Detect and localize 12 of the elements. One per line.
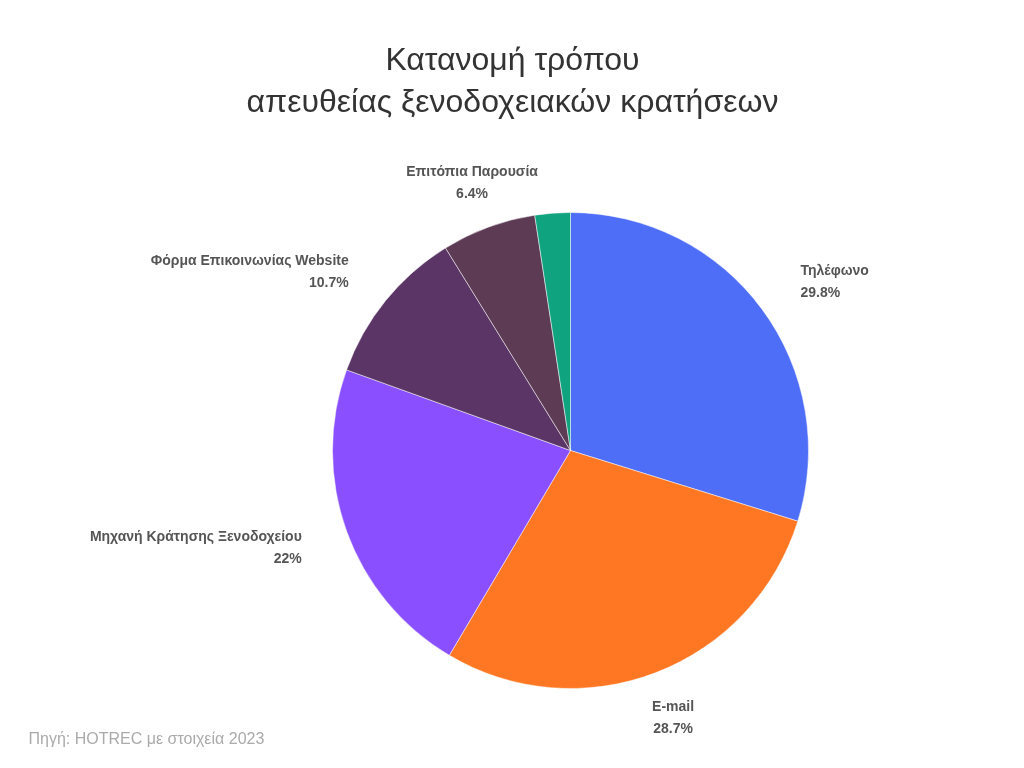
slice-label: Μηχανή Κράτησης Ξενοδοχείου bbox=[89, 528, 302, 545]
slice-label: Τηλέφωνο bbox=[800, 262, 869, 279]
chart-title: Κατανομή τρόπου απευθείας ξενοδοχειακών κρατήσεων bbox=[246, 40, 779, 119]
data-label: 28.7% bbox=[653, 720, 694, 737]
slice-label: Φόρμα Επικοινωνίας Website bbox=[150, 251, 349, 268]
data-label: 10.7% bbox=[309, 273, 350, 290]
data-label: 22% bbox=[273, 550, 303, 567]
data-label: 6.4% bbox=[456, 185, 489, 202]
slice-label: E-mail bbox=[652, 698, 695, 715]
text: Πηγή: HOTREC με στοιχεία 2023 bbox=[28, 730, 265, 747]
data-label: 29.8% bbox=[800, 284, 841, 301]
slice-label: Επιτόπια Παρουσία bbox=[406, 163, 539, 180]
